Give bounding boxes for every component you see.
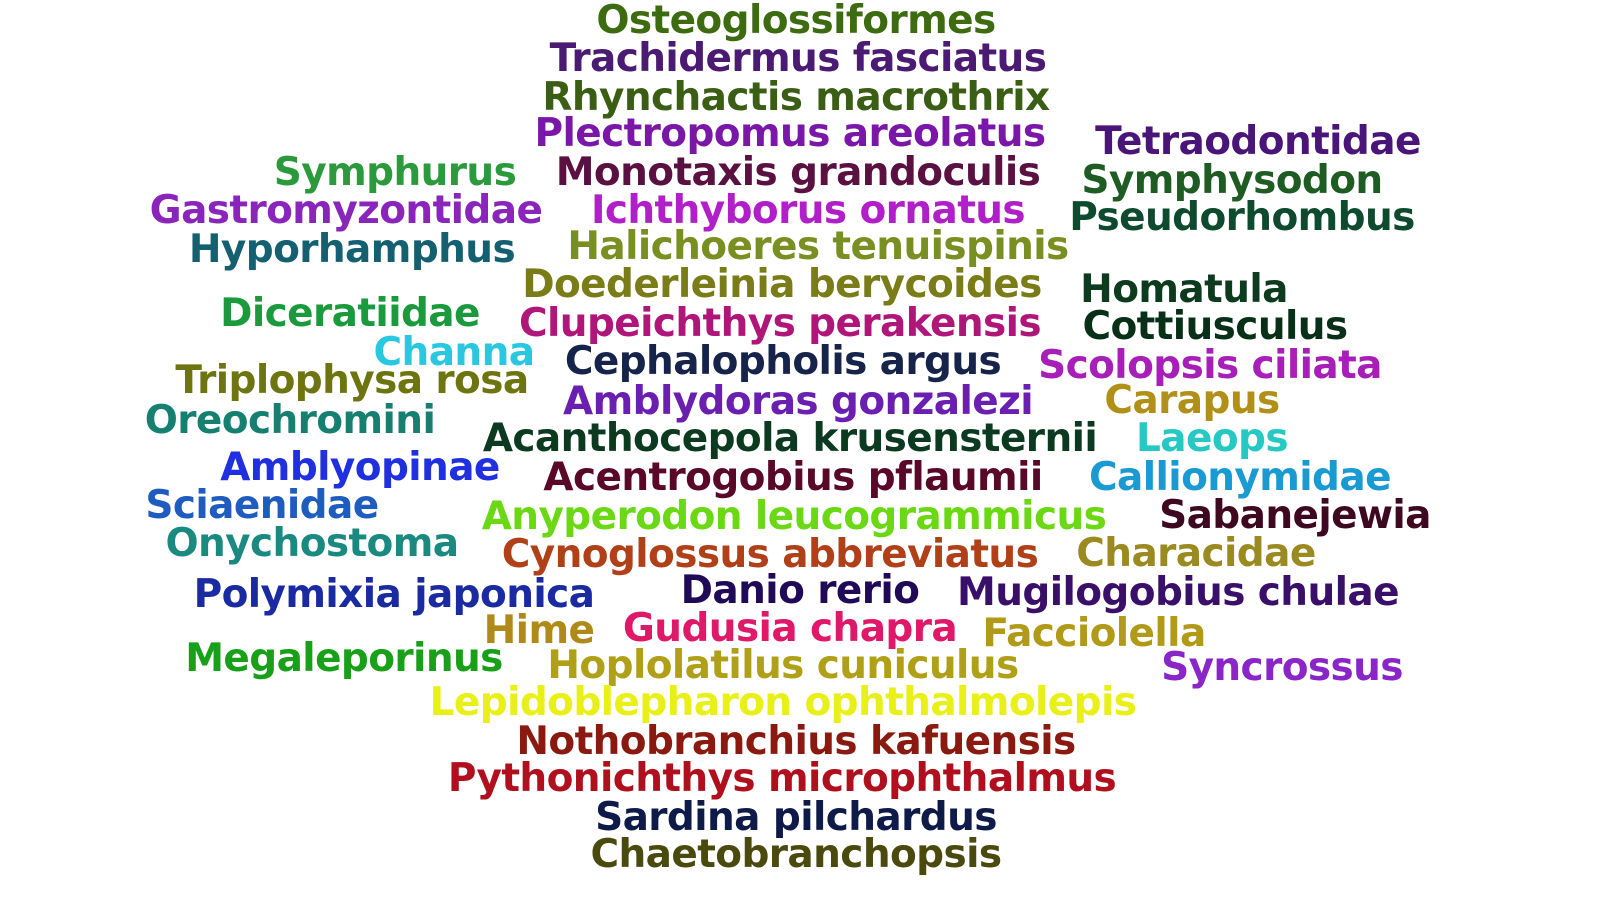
word-pseudorhombus: Pseudorhombus <box>1069 194 1415 240</box>
word-gastromyzontidae: Gastromyzontidae <box>149 187 543 233</box>
word-acentrogobius-pflaumii: Acentrogobius pflaumii <box>543 454 1043 500</box>
word-channa: Channa <box>373 329 536 375</box>
word-syncrossus: Syncrossus <box>1161 644 1403 690</box>
word-clupeichthys-perakensis: Clupeichthys perakensis <box>518 300 1042 346</box>
word-sciaenidae: Sciaenidae <box>145 482 379 528</box>
word-sabanejewia: Sabanejewia <box>1159 492 1431 538</box>
word-pythonichthys-microphthalmus: Pythonichthys microphthalmus <box>447 755 1117 801</box>
word-acanthocepola-krusensternii: Acanthocepola krusensternii <box>482 415 1098 461</box>
word-hime: Hime <box>483 607 595 653</box>
word-carapus: Carapus <box>1104 377 1280 423</box>
word-osteoglossiformes: Osteoglossiformes <box>596 0 996 43</box>
word-facciolella: Facciolella <box>982 610 1206 656</box>
word-characidae: Characidae <box>1076 530 1316 576</box>
word-cephalopholis-argus: Cephalopholis argus <box>564 338 1002 384</box>
word-triplophysa-rosa: Triplophysa rosa <box>175 357 529 403</box>
word-tetraodontidae: Tetraodontidae <box>1095 118 1421 164</box>
word-doederleinia-berycoides: Doederleinia berycoides <box>522 261 1042 307</box>
word-oreochromini: Oreochromini <box>144 397 436 443</box>
word-onychostoma: Onychostoma <box>165 520 459 566</box>
word-trachidermus-fasciatus: Trachidermus fasciatus <box>549 35 1047 81</box>
word-cottiusculus: Cottiusculus <box>1082 303 1348 349</box>
word-sardina-pilchardus: Sardina pilchardus <box>595 794 997 840</box>
word-hyporhamphus: Hyporhamphus <box>188 226 516 272</box>
word-scolopsis-ciliata: Scolopsis ciliata <box>1038 342 1382 388</box>
word-danio-rerio: Danio rerio <box>680 567 920 613</box>
word-hoplolatilus-cuniculus: Hoplolatilus cuniculus <box>547 642 1019 688</box>
word-lepidoblepharon-ophthalmolepis: Lepidoblepharon ophthalmolepis <box>429 679 1137 725</box>
word-amblydoras-gonzalezi: Amblydoras gonzalezi <box>563 378 1034 424</box>
word-ichthyborus-ornatus: Ichthyborus ornatus <box>590 187 1026 233</box>
word-gudusia-chapra: Gudusia chapra <box>622 605 958 651</box>
word-rhynchactis-macrothrix: Rhynchactis macrothrix <box>542 74 1050 120</box>
word-callionymidae: Callionymidae <box>1089 454 1392 500</box>
word-homatula: Homatula <box>1080 266 1288 312</box>
word-symphurus: Symphurus <box>273 149 517 195</box>
word-megaleporinus: Megaleporinus <box>185 635 503 681</box>
word-polymixia-japonica: Polymixia japonica <box>193 571 595 617</box>
word-nothobranchius-kafuensis: Nothobranchius kafuensis <box>516 718 1076 764</box>
word-mugilogobius-chulae: Mugilogobius chulae <box>957 569 1400 615</box>
word-halichoeres-tenuispinis: Halichoeres tenuispinis <box>567 223 1069 269</box>
word-diceratiidae: Diceratiidae <box>220 290 480 336</box>
word-amblyopinae: Amblyopinae <box>220 444 500 490</box>
word-chaetobranchopsis: Chaetobranchopsis <box>590 831 1002 877</box>
word-laeops: Laeops <box>1136 415 1289 461</box>
word-plectropomus-areolatus: Plectropomus areolatus <box>534 110 1047 156</box>
word-monotaxis-grandoculis: Monotaxis grandoculis <box>555 149 1041 195</box>
word-symphysodon: Symphysodon <box>1081 157 1383 203</box>
word-anyperodon-leucogrammicus: Anyperodon leucogrammicus <box>481 493 1107 539</box>
word-cynoglossus-abbreviatus: Cynoglossus abbreviatus <box>501 531 1039 577</box>
